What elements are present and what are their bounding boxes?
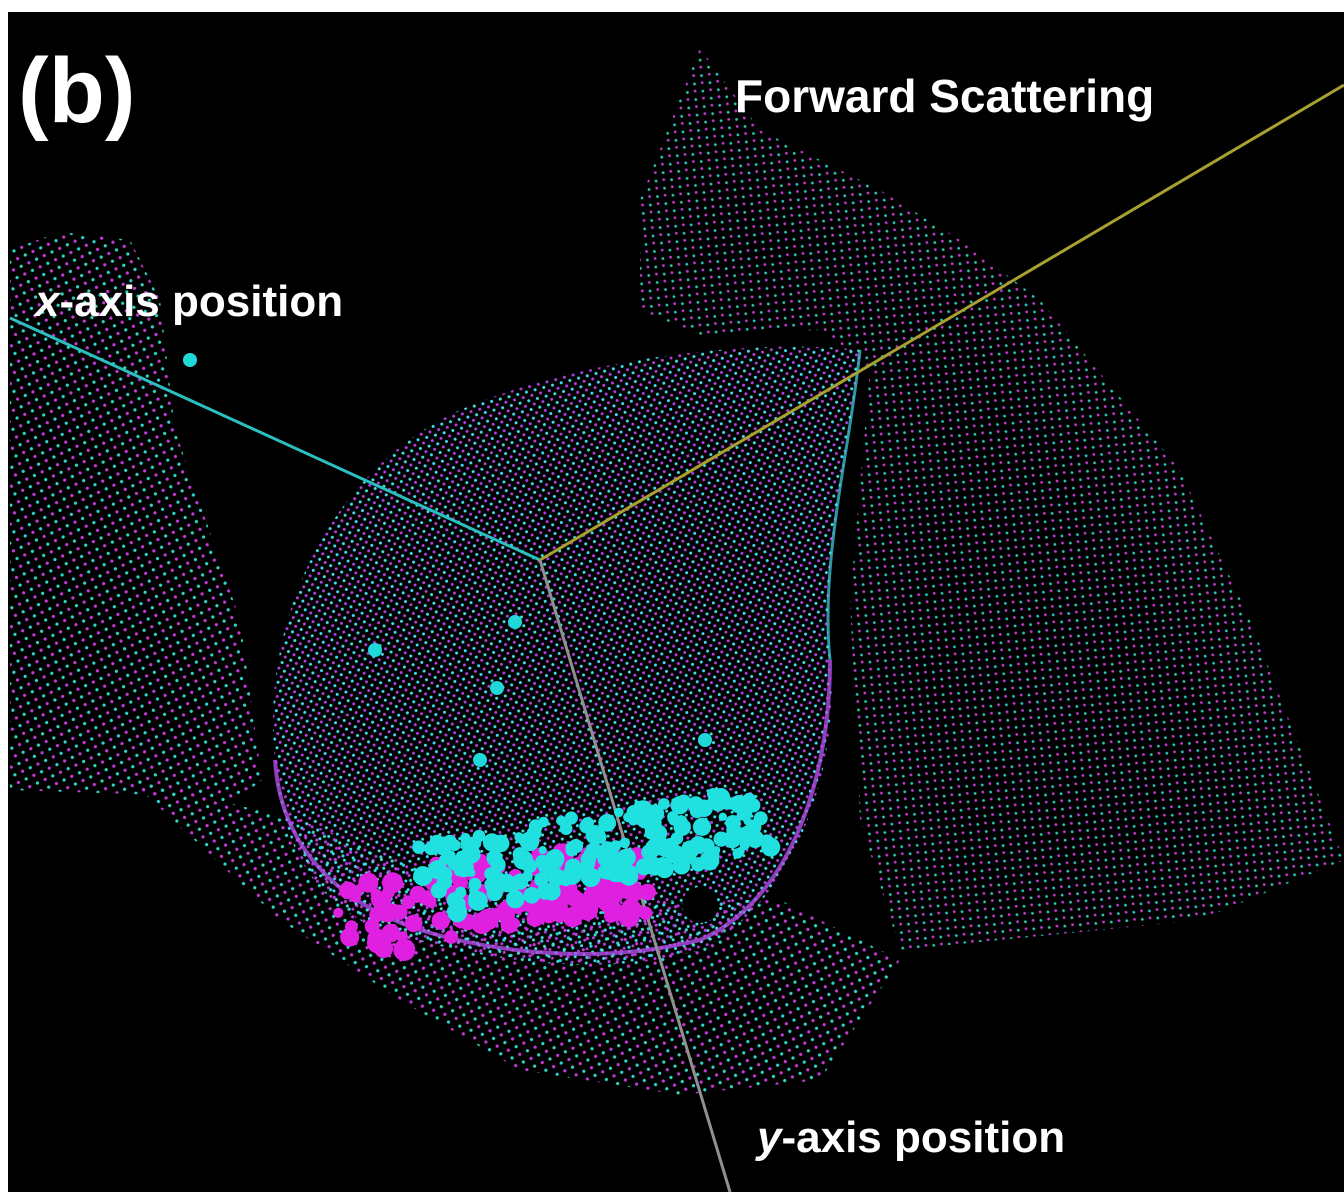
page: (b) Forward Scattering x-axis position y… [0,0,1344,1192]
scatter-blob [183,353,197,367]
scatter-blob [351,893,361,903]
scatter-blob [761,838,780,857]
scatter-blob [538,858,556,876]
scatter-blob [610,840,621,851]
scatter-blob [635,803,654,822]
scatter-blob [468,878,481,891]
scatter-blob [711,796,726,811]
scatter-blob [487,850,503,866]
panel-label: (b) [18,40,135,142]
scatter-blob [434,837,453,856]
scatter-blob [456,851,466,861]
scatter-blob [468,891,488,911]
scatter-blob [604,909,618,923]
scatter-blob [473,753,487,767]
scatter-blob [440,879,450,889]
scatter-blob [581,868,600,887]
scatter-blob [700,838,715,853]
scatter-blob [492,835,510,853]
scatter-blob [565,859,582,876]
figure: (b) Forward Scattering x-axis position y… [0,0,1344,1192]
forward-label: Forward Scattering [735,70,1154,122]
scatter-blob [358,873,378,893]
scatter-blob [439,854,450,865]
scatter-blob [490,681,504,695]
scatter-blob [543,882,561,900]
y-axis-label: y-axis position [755,1113,1065,1162]
scatter-blob [397,931,408,942]
scatter-blob [565,811,578,824]
scatter-blob [698,733,712,747]
scatter-blob [671,832,684,845]
scatter-blob [432,912,450,930]
scatter-blob [506,880,519,893]
scatter-blob [365,919,380,934]
scatter-blob [714,832,729,847]
scatter-blob [382,886,395,899]
scatter-blob [636,859,649,872]
scatter-blob [601,882,614,895]
scatter-blob [675,857,688,870]
scatter-blob [529,819,543,833]
scatter-blob [522,871,533,882]
scatter-blob [484,867,497,880]
scatter-blob [506,890,524,908]
scatter-blob [736,847,744,855]
scatter-blob [754,811,768,825]
scatter-blob [682,887,718,923]
scatter-blob [368,643,382,657]
scatter-blob [614,808,624,818]
scatter-blob [737,808,750,821]
scatter-blob [726,822,741,837]
scatter-blob [586,825,606,845]
scatter-blob [508,615,522,629]
scatter-blob [641,844,658,861]
scatter-blob [539,846,547,854]
scatter-blob [478,909,499,930]
scatter-blob [724,797,736,809]
scatter-blob [700,851,720,871]
x-axis-label: x-axis position [33,277,343,326]
scatter-blob [719,813,727,821]
scatter-blob [460,839,468,847]
scatter-blob [556,816,566,826]
scatter-blob [639,906,652,919]
scatter-blob [413,866,433,886]
scatter-blob [473,830,486,843]
scatter-blob [693,803,701,811]
x-label-text: -axis position [59,277,343,326]
scatter-blob [340,928,359,947]
scatter-blob [514,832,523,841]
scatter-blob [437,868,447,878]
scatter-blob [392,905,407,920]
scatter-blob [393,939,415,961]
y-label-text: -axis position [781,1113,1065,1162]
scatter-blob [412,841,425,854]
scatter-blob [566,845,578,857]
scatter-blob [693,818,711,836]
scatter-blob [501,916,519,934]
scatter-blob [447,902,467,922]
scatter-blob [669,815,680,826]
scatter-blob [671,796,689,814]
scatter-blob [444,930,458,944]
scatter-blob [370,907,382,919]
y-variable: y [755,1113,784,1162]
scatter-blob [606,863,626,883]
scatter-blob [581,852,596,867]
x-variable: x [33,277,61,326]
scatter-blob [523,859,537,873]
scatter-blob [374,939,393,958]
scatter-blob [628,816,637,825]
scatter-blob [405,915,423,933]
scatter-blob [333,908,343,918]
